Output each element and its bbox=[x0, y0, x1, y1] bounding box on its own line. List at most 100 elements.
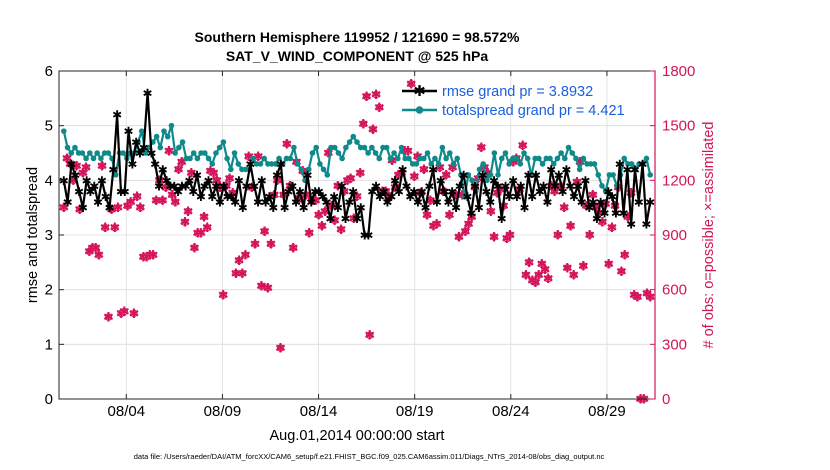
obs-possible-point bbox=[171, 198, 180, 206]
obs-possible-point bbox=[104, 313, 113, 321]
obs-assimilated-point: ✱ bbox=[454, 229, 465, 244]
rmse-point: ✱ bbox=[607, 190, 617, 204]
rmse-point: ✱ bbox=[421, 201, 431, 215]
rmse-point: ✱ bbox=[329, 190, 339, 204]
rmse-point: ✱ bbox=[306, 196, 316, 210]
rmse-point: ✱ bbox=[66, 157, 76, 171]
obs-assimilated-point: ✱ bbox=[425, 193, 436, 208]
rmse-point: ✱ bbox=[527, 190, 537, 204]
obs-possible-point bbox=[369, 125, 377, 134]
obs-possible-point bbox=[190, 244, 199, 252]
obs-assimilated-point: ✱ bbox=[489, 229, 500, 244]
rmse-point: ✱ bbox=[322, 196, 332, 210]
rmse-point: ✱ bbox=[295, 185, 305, 199]
obs-assimilated-point: ✱ bbox=[364, 328, 375, 343]
rmse-point: ✱ bbox=[93, 196, 103, 210]
rmse-point: ✱ bbox=[89, 179, 99, 193]
obs-assimilated-point: ✱ bbox=[167, 187, 178, 202]
spread-point bbox=[287, 155, 293, 162]
spread-point bbox=[524, 155, 531, 162]
spread-point bbox=[354, 139, 360, 145]
rmse-point: ✱ bbox=[577, 196, 587, 210]
spread-point bbox=[539, 161, 546, 167]
spread-point bbox=[573, 155, 579, 162]
obs-possible-point bbox=[566, 222, 575, 230]
rmse-point: ✱ bbox=[82, 174, 92, 188]
y-tick-label-right: 1800 bbox=[662, 63, 695, 80]
rmse-point: ✱ bbox=[443, 196, 453, 210]
obs-possible-point bbox=[445, 211, 454, 219]
rmse-point: ✱ bbox=[459, 168, 469, 182]
obs-possible-point bbox=[423, 211, 431, 219]
obs-assimilated-point: ✱ bbox=[355, 166, 366, 181]
obs-assimilated-point: ✱ bbox=[533, 268, 544, 283]
obs-possible-point bbox=[264, 284, 272, 292]
obs-possible-point bbox=[127, 198, 135, 206]
obs-assimilated-point: ✱ bbox=[186, 166, 197, 181]
legend-label-spread: totalspread grand pr = 4.421 bbox=[442, 103, 625, 119]
rmse-point: ✱ bbox=[542, 196, 552, 210]
spread-point bbox=[621, 155, 628, 162]
obs-assimilated-point: ✱ bbox=[109, 220, 120, 235]
obs-assimilated-point: ✱ bbox=[492, 186, 503, 201]
obs-possible-point bbox=[464, 220, 473, 228]
obs-possible-point bbox=[283, 140, 291, 148]
rmse-point: ✱ bbox=[325, 212, 335, 226]
spread-point bbox=[361, 144, 368, 151]
obs-assimilated-point: ✱ bbox=[645, 289, 656, 304]
rmse-point: ✱ bbox=[242, 179, 252, 193]
obs-assimilated-point: ✱ bbox=[199, 209, 210, 224]
obs-assimilated-point: ✱ bbox=[316, 218, 327, 233]
rmse-point: ✱ bbox=[626, 218, 636, 232]
rmse-point: ✱ bbox=[154, 179, 164, 193]
obs-possible-point bbox=[490, 233, 498, 241]
rmse-point: ✱ bbox=[238, 201, 248, 215]
rmse-point: ✱ bbox=[588, 196, 598, 210]
y-tick-label-left: 6 bbox=[45, 63, 53, 80]
obs-assimilated-point: ✱ bbox=[256, 279, 267, 294]
rmse-point: ✱ bbox=[603, 185, 613, 199]
obs-possible-point bbox=[276, 344, 285, 352]
obs-assimilated-point: ✱ bbox=[546, 178, 557, 193]
obs-assimilated-point: ✱ bbox=[65, 156, 76, 171]
spread-point bbox=[521, 150, 527, 156]
obs-possible-point bbox=[359, 120, 368, 128]
rmse-point: ✱ bbox=[558, 185, 568, 199]
obs-possible-point bbox=[225, 174, 234, 183]
obs-assimilated-point: ✱ bbox=[524, 255, 535, 270]
obs-possible-point bbox=[197, 229, 205, 237]
spread-point bbox=[164, 133, 171, 140]
obs-possible-point bbox=[560, 203, 568, 212]
spread-point bbox=[64, 144, 71, 151]
rmse-point: ✱ bbox=[276, 157, 286, 171]
obs-assimilated-point: ✱ bbox=[211, 173, 222, 188]
obs-assimilated-point: ✱ bbox=[348, 211, 359, 226]
obs-assimilated-point: ✱ bbox=[234, 253, 245, 268]
obs-possible-point bbox=[563, 264, 572, 272]
obs-possible-point bbox=[203, 224, 211, 232]
spread-point bbox=[476, 166, 483, 173]
spread-point bbox=[376, 155, 383, 162]
rmse-point: ✱ bbox=[622, 163, 632, 177]
obs-assimilated-point: ✱ bbox=[438, 184, 449, 199]
spread-point bbox=[450, 161, 457, 167]
rmse-point: ✱ bbox=[352, 212, 362, 226]
obs-assimilated-point: ✱ bbox=[565, 218, 576, 233]
obs-assimilated-point: ✱ bbox=[320, 204, 331, 219]
obs-assimilated-point: ✱ bbox=[240, 248, 251, 263]
rmse-point: ✱ bbox=[272, 168, 282, 182]
obs-possible-point bbox=[407, 80, 415, 88]
spread-point bbox=[406, 155, 412, 162]
rmse-point: ✱ bbox=[550, 179, 560, 193]
spread-point bbox=[194, 155, 201, 162]
spread-point bbox=[491, 150, 498, 156]
spread-point bbox=[235, 161, 242, 167]
spread-point bbox=[550, 161, 557, 167]
obs-possible-point bbox=[506, 231, 514, 239]
obs-assimilated-point: ✱ bbox=[552, 228, 563, 243]
spread-point bbox=[343, 144, 349, 151]
obs-possible-point bbox=[162, 183, 170, 192]
spread-point bbox=[157, 144, 164, 151]
spread-point bbox=[502, 150, 509, 156]
